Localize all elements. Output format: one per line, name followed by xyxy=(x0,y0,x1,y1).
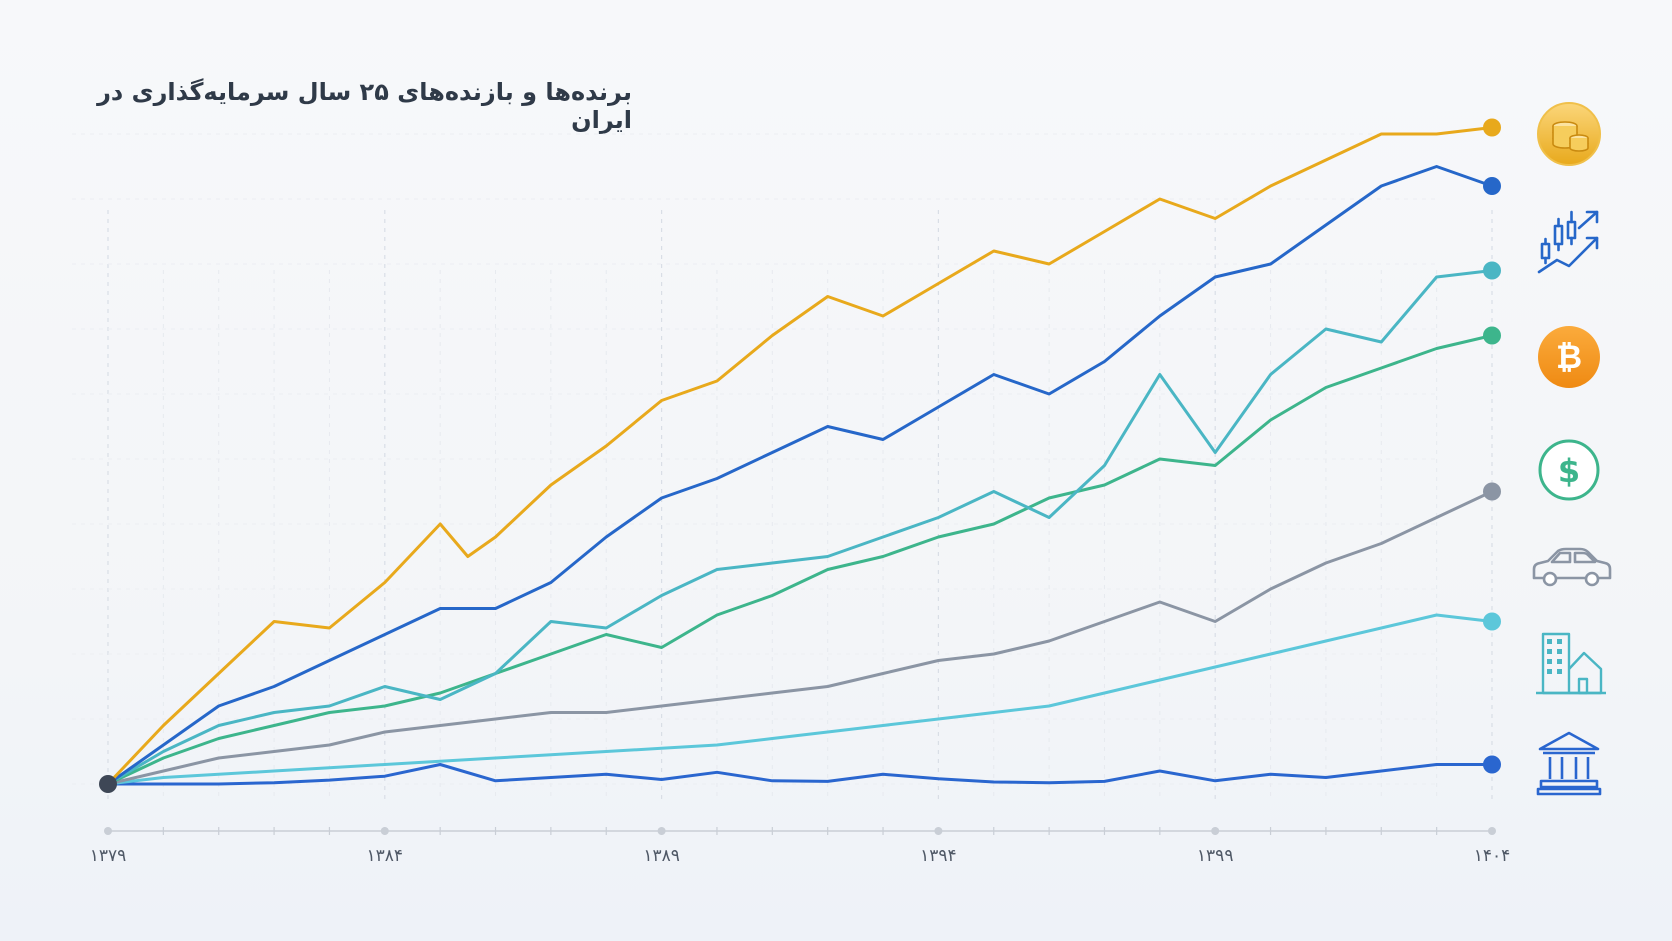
x-tick-label: ۱۴۰۴ xyxy=(1474,846,1511,866)
grid xyxy=(72,133,1493,800)
series-line-gold-coins xyxy=(106,126,1494,786)
x-major-tick xyxy=(1211,827,1220,835)
stock-chart-icon xyxy=(1537,210,1599,274)
series-end-point-real-estate xyxy=(1483,612,1501,631)
origin-point xyxy=(99,775,117,793)
x-major-tick xyxy=(934,827,943,835)
x-tick-label: ۱۳۷۹ xyxy=(90,846,127,866)
x-major-tick xyxy=(380,827,389,835)
x-tick-label: ۱۳۸۴ xyxy=(367,846,404,866)
bitcoin-icon: ₿ xyxy=(1538,326,1600,388)
series-line-dollar xyxy=(106,334,1494,786)
dollar-icon: $ xyxy=(1538,439,1600,501)
series-end-markers xyxy=(99,118,1501,793)
x-major-tick xyxy=(104,827,112,835)
series-end-point-stock-chart xyxy=(1483,177,1501,195)
x-tick-label: ۱۳۹۴ xyxy=(920,846,957,866)
series-line-bitcoin xyxy=(106,269,1494,786)
series-line-real-estate xyxy=(106,613,1494,786)
gold-coins-icon xyxy=(1537,102,1601,166)
series-line-stock-chart xyxy=(106,165,1494,786)
x-tick-label: ۱۳۹۹ xyxy=(1197,846,1234,866)
x-major-tick xyxy=(1488,827,1496,835)
x-axis: ۱۳۷۹ ۱۳۸۴ ۱۳۸۹ ۱۳۹۴ ۱۳۹۹ ۱۴۰۴ xyxy=(90,827,1511,866)
series-end-point-bitcoin xyxy=(1483,261,1501,280)
svg-text:$: $ xyxy=(1558,452,1580,490)
real-estate-icon xyxy=(1536,632,1606,695)
series-end-point-bank xyxy=(1483,755,1501,774)
series-end-point-car xyxy=(1483,482,1501,501)
svg-text:₿: ₿ xyxy=(1556,338,1582,376)
bank-icon xyxy=(1536,731,1602,796)
series-end-point-gold-coins xyxy=(1483,118,1501,137)
series-lines xyxy=(106,126,1494,786)
x-tick-label: ۱۳۸۹ xyxy=(643,846,680,866)
series-end-point-dollar xyxy=(1483,326,1501,345)
series-line-car xyxy=(106,490,1494,786)
series-line-bank xyxy=(106,763,1494,786)
car-icon xyxy=(1532,547,1612,587)
x-major-tick xyxy=(657,827,666,835)
chart-title: برنده‌ها و بازنده‌های ۲۵ سال سرمایه‌گذار… xyxy=(97,78,632,134)
